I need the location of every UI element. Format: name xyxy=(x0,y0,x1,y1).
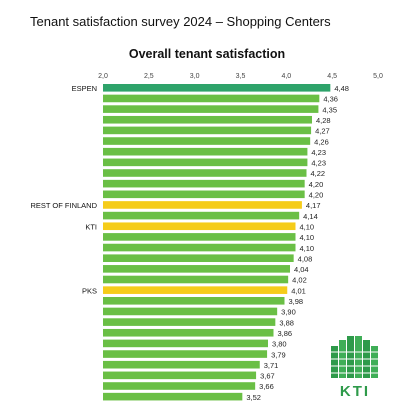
x-tick-label: 4,5 xyxy=(327,73,337,80)
bar-value-label: 4,28 xyxy=(316,116,331,125)
bar xyxy=(103,201,302,209)
bar-value-label: 4,22 xyxy=(311,169,326,178)
bar-value-label: 4,02 xyxy=(292,276,307,285)
x-tick-label: 4,0 xyxy=(281,73,291,80)
bar-value-label: 3,79 xyxy=(271,350,286,359)
bar xyxy=(103,233,296,241)
bar-value-label: 4,10 xyxy=(300,244,315,253)
bar xyxy=(103,115,312,124)
bar xyxy=(103,254,294,262)
bar-value-label: 4,23 xyxy=(311,159,326,168)
bar xyxy=(103,147,308,156)
bar-value-label: 3,88 xyxy=(279,318,294,327)
bar-value-label: 4,10 xyxy=(300,233,315,242)
kti-logo-buildings xyxy=(331,336,378,378)
bar-value-label: 4,08 xyxy=(298,254,313,263)
bar-value-label: 4,48 xyxy=(334,84,349,93)
bar xyxy=(103,382,256,390)
x-tick-label: 5,0 xyxy=(373,73,383,80)
bar-value-label: 3,86 xyxy=(278,329,293,338)
bar-value-label: 4,27 xyxy=(315,127,330,136)
bar-value-label: 4,36 xyxy=(323,95,338,104)
bar-value-label: 4,20 xyxy=(309,191,324,200)
bar-value-label: 3,90 xyxy=(281,308,296,317)
bar xyxy=(103,350,268,358)
bar xyxy=(103,211,300,220)
bar-value-label: 4,14 xyxy=(303,212,318,221)
bar xyxy=(103,190,305,199)
bar xyxy=(103,179,305,188)
bar-value-label: 4,26 xyxy=(314,137,329,146)
bar xyxy=(103,169,307,177)
bar-category-label: ESPEN xyxy=(72,84,97,93)
chart-title: Overall tenant satisfaction xyxy=(128,47,286,61)
bar-value-label: 3,71 xyxy=(264,361,279,370)
bar xyxy=(103,339,268,348)
bar xyxy=(103,105,319,113)
x-tick-label: 3,5 xyxy=(236,73,246,80)
bar xyxy=(103,275,289,284)
bar-value-label: 4,17 xyxy=(306,201,321,210)
bar-value-label: 3,66 xyxy=(259,382,274,391)
bar-value-label: 3,80 xyxy=(272,340,287,349)
bar xyxy=(103,84,331,92)
bar xyxy=(103,286,288,294)
page-title: Tenant satisfaction survey 2024 – Shoppi… xyxy=(30,14,331,29)
bar xyxy=(103,318,276,326)
bar-category-label: KTI xyxy=(85,222,97,231)
kti-logo-text: KTI xyxy=(340,383,370,400)
bar xyxy=(103,328,274,337)
bar xyxy=(103,94,320,103)
kti-logo: KTI xyxy=(331,336,378,400)
bar xyxy=(103,360,260,369)
bar xyxy=(103,297,285,305)
x-tick-label: 2,0 xyxy=(98,73,108,80)
bar-value-label: 4,01 xyxy=(291,286,306,295)
x-tick-label: 3,0 xyxy=(190,73,200,80)
bar-category-label: REST OF FINLAND xyxy=(30,201,97,210)
bar xyxy=(103,265,290,273)
bar-value-label: 4,20 xyxy=(309,180,324,189)
bar xyxy=(103,158,308,167)
bar xyxy=(103,371,257,380)
bar xyxy=(103,137,311,145)
bar xyxy=(103,307,278,316)
bar-value-label: 4,10 xyxy=(300,222,315,231)
bar-value-label: 3,98 xyxy=(289,297,304,306)
bar xyxy=(103,126,312,135)
bar xyxy=(103,392,243,401)
bar-value-label: 4,35 xyxy=(322,105,337,114)
bar xyxy=(103,243,296,252)
bar xyxy=(103,222,296,231)
bar-value-label: 3,67 xyxy=(260,372,275,381)
bar-value-label: 4,04 xyxy=(294,265,309,274)
x-tick-label: 2,5 xyxy=(144,73,154,80)
bar-value-label: 3,52 xyxy=(246,393,261,402)
bar-value-label: 4,23 xyxy=(311,148,326,157)
bar-category-label: PKS xyxy=(82,286,97,295)
